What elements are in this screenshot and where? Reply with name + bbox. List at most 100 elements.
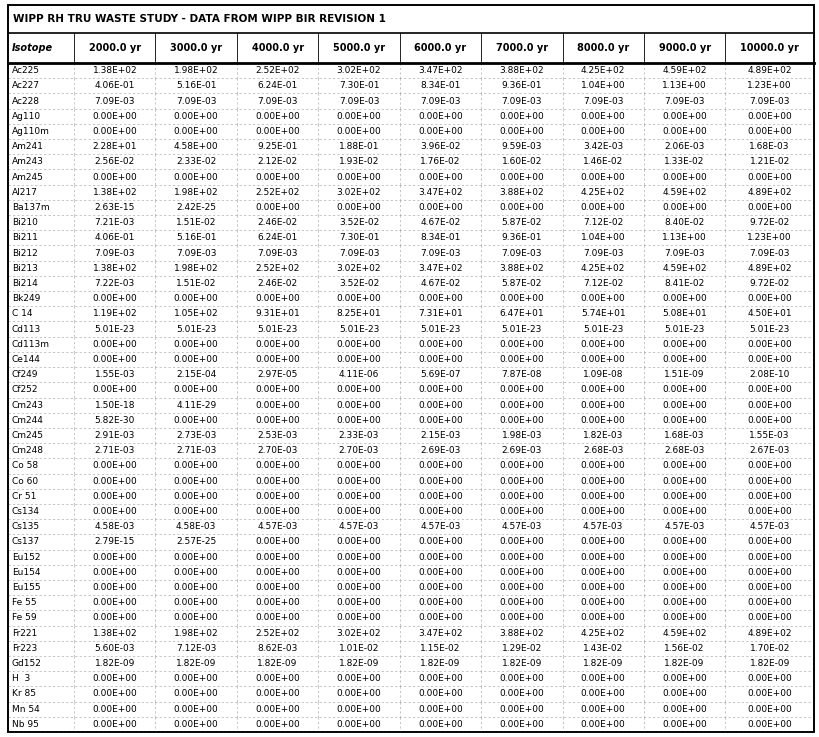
Text: 7.12E-02: 7.12E-02 <box>582 218 622 227</box>
Text: 0.00E+00: 0.00E+00 <box>580 705 625 713</box>
Text: 4.57E-03: 4.57E-03 <box>582 523 622 531</box>
Text: Kr 85: Kr 85 <box>12 690 36 699</box>
Text: 9.36E-01: 9.36E-01 <box>501 234 541 242</box>
Text: 2.69E-03: 2.69E-03 <box>419 446 460 455</box>
Text: 1.23E+00: 1.23E+00 <box>746 81 791 91</box>
Text: 4.25E+02: 4.25E+02 <box>581 188 625 197</box>
Text: 1.70E-02: 1.70E-02 <box>749 644 789 653</box>
Text: 0.00E+00: 0.00E+00 <box>255 112 300 121</box>
Text: 0.00E+00: 0.00E+00 <box>337 507 381 516</box>
Text: 7.22E-03: 7.22E-03 <box>94 279 135 288</box>
Text: 0.00E+00: 0.00E+00 <box>746 507 791 516</box>
Text: 0.00E+00: 0.00E+00 <box>337 674 381 683</box>
Text: Am241: Am241 <box>12 142 44 151</box>
Text: 4.89E+02: 4.89E+02 <box>746 264 791 273</box>
Text: 5.01E-23: 5.01E-23 <box>663 324 704 334</box>
Text: 0.00E+00: 0.00E+00 <box>418 112 462 121</box>
Text: 0.00E+00: 0.00E+00 <box>746 674 791 683</box>
Text: 0.00E+00: 0.00E+00 <box>746 705 791 713</box>
Text: 5.60E-03: 5.60E-03 <box>94 644 135 653</box>
Text: 4.50E+01: 4.50E+01 <box>746 310 791 318</box>
Text: 2.46E-02: 2.46E-02 <box>257 279 297 288</box>
Text: 0.00E+00: 0.00E+00 <box>418 567 462 577</box>
Text: 0.00E+00: 0.00E+00 <box>174 567 219 577</box>
Text: 7.87E-08: 7.87E-08 <box>501 370 541 380</box>
Text: 0.00E+00: 0.00E+00 <box>746 385 791 394</box>
Text: 7.09E-03: 7.09E-03 <box>257 97 297 105</box>
Text: 3.02E+02: 3.02E+02 <box>337 629 381 638</box>
Text: 0.00E+00: 0.00E+00 <box>580 553 625 562</box>
Text: 0.00E+00: 0.00E+00 <box>499 553 544 562</box>
Text: Am243: Am243 <box>12 157 44 167</box>
Text: 2.28E+01: 2.28E+01 <box>93 142 137 151</box>
Text: 1.68E-03: 1.68E-03 <box>749 142 789 151</box>
Text: Bi213: Bi213 <box>12 264 38 273</box>
Text: 0.00E+00: 0.00E+00 <box>580 492 625 501</box>
Text: 1.98E+02: 1.98E+02 <box>174 66 218 75</box>
Text: 0.00E+00: 0.00E+00 <box>93 613 137 623</box>
Text: 0.00E+00: 0.00E+00 <box>255 385 300 394</box>
Text: 7.31E+01: 7.31E+01 <box>418 310 462 318</box>
Text: 8.40E-02: 8.40E-02 <box>663 218 704 227</box>
Text: 5000.0 yr: 5000.0 yr <box>333 43 385 53</box>
Text: 0.00E+00: 0.00E+00 <box>746 112 791 121</box>
Text: 0.00E+00: 0.00E+00 <box>255 553 300 562</box>
Text: 0.00E+00: 0.00E+00 <box>499 355 544 364</box>
Text: Al217: Al217 <box>12 188 38 197</box>
Text: 1.13E+00: 1.13E+00 <box>662 234 706 242</box>
Text: 1.98E+02: 1.98E+02 <box>174 264 218 273</box>
Text: 7.09E-03: 7.09E-03 <box>663 248 704 257</box>
Text: 0.00E+00: 0.00E+00 <box>746 294 791 303</box>
Text: Mn 54: Mn 54 <box>12 705 39 713</box>
Text: 0.00E+00: 0.00E+00 <box>255 720 300 729</box>
Text: 1.04E+00: 1.04E+00 <box>580 81 625 91</box>
Text: 0.00E+00: 0.00E+00 <box>662 172 706 181</box>
Text: Gd152: Gd152 <box>12 659 42 668</box>
Text: 0.00E+00: 0.00E+00 <box>337 705 381 713</box>
Text: 0.00E+00: 0.00E+00 <box>580 720 625 729</box>
Text: 0.00E+00: 0.00E+00 <box>174 583 219 592</box>
Text: 2.70E-03: 2.70E-03 <box>257 446 297 455</box>
Text: 0.00E+00: 0.00E+00 <box>499 294 544 303</box>
Text: 0.00E+00: 0.00E+00 <box>746 613 791 623</box>
Text: 9.59E-03: 9.59E-03 <box>501 142 541 151</box>
Text: 4.67E-02: 4.67E-02 <box>420 279 460 288</box>
Text: 1.38E+02: 1.38E+02 <box>93 66 137 75</box>
Text: 4.06E-01: 4.06E-01 <box>94 234 135 242</box>
Text: 0.00E+00: 0.00E+00 <box>174 127 219 136</box>
Text: 6000.0 yr: 6000.0 yr <box>414 43 466 53</box>
Text: 8.25E+01: 8.25E+01 <box>337 310 381 318</box>
Text: 0.00E+00: 0.00E+00 <box>662 127 706 136</box>
Text: 0.00E+00: 0.00E+00 <box>746 355 791 364</box>
Text: 1.60E-02: 1.60E-02 <box>501 157 541 167</box>
Text: 0.00E+00: 0.00E+00 <box>174 461 219 470</box>
Text: 0.00E+00: 0.00E+00 <box>174 598 219 607</box>
Text: 0.00E+00: 0.00E+00 <box>746 203 791 212</box>
Text: 0.00E+00: 0.00E+00 <box>499 461 544 470</box>
Text: 1.15E-02: 1.15E-02 <box>419 644 460 653</box>
Text: 0.00E+00: 0.00E+00 <box>93 340 137 349</box>
Text: 0.00E+00: 0.00E+00 <box>255 203 300 212</box>
Text: Fr221: Fr221 <box>12 629 37 638</box>
Text: 1.50E-18: 1.50E-18 <box>94 401 135 410</box>
Text: 0.00E+00: 0.00E+00 <box>746 492 791 501</box>
Text: 0.00E+00: 0.00E+00 <box>93 355 137 364</box>
Text: 3.47E+02: 3.47E+02 <box>418 264 462 273</box>
Text: 1.04E+00: 1.04E+00 <box>580 234 625 242</box>
Text: 0.00E+00: 0.00E+00 <box>580 294 625 303</box>
Text: 0.00E+00: 0.00E+00 <box>418 690 462 699</box>
Text: 2.33E-03: 2.33E-03 <box>338 431 378 440</box>
Text: 0.00E+00: 0.00E+00 <box>662 385 706 394</box>
Text: 1.29E-02: 1.29E-02 <box>501 644 541 653</box>
Text: 0.00E+00: 0.00E+00 <box>746 537 791 546</box>
Text: 1.88E-01: 1.88E-01 <box>338 142 379 151</box>
Text: 0.00E+00: 0.00E+00 <box>174 385 219 394</box>
Text: 1.38E+02: 1.38E+02 <box>93 188 137 197</box>
Text: Cf249: Cf249 <box>12 370 38 380</box>
Text: 9.25E-01: 9.25E-01 <box>257 142 297 151</box>
Text: 0.00E+00: 0.00E+00 <box>499 705 544 713</box>
Text: 0.00E+00: 0.00E+00 <box>499 172 544 181</box>
Text: 7.09E-03: 7.09E-03 <box>338 248 379 257</box>
Text: Co 58: Co 58 <box>12 461 38 470</box>
Text: 0.00E+00: 0.00E+00 <box>255 172 300 181</box>
